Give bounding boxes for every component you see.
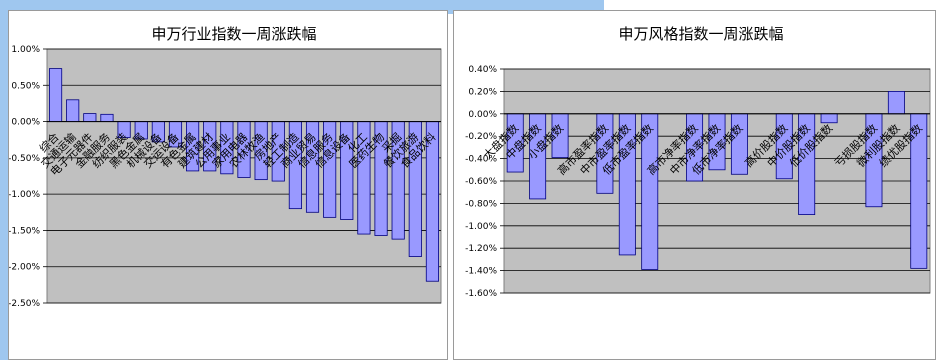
bar	[100, 113, 114, 122]
style-chart-panel[interactable]: 申万风格指数一周涨跌幅 0.40% 0.20% 0.00% -0.20% -0.40% -…	[453, 10, 936, 360]
y-tick-label: -0.60%	[465, 177, 497, 187]
y-tick-label: 0.50%	[11, 81, 40, 91]
y-tick-label: 1.00%	[11, 45, 40, 55]
y-tick-label: -0.40%	[465, 155, 497, 165]
y-tick-label: -0.80%	[465, 199, 497, 209]
y-tick-label: 0.00%	[11, 118, 40, 128]
y-tick-label: -1.50%	[9, 226, 40, 236]
bar	[83, 113, 97, 122]
y-tick-label: -0.50%	[9, 154, 40, 164]
y-tick-label: 0.20%	[468, 87, 497, 97]
y-tick-label: -1.00%	[9, 190, 40, 200]
y-tick-label: -1.20%	[465, 244, 497, 254]
y-tick-label: 0.40%	[468, 65, 497, 75]
industry-chart-panel[interactable]: 申万行业指数一周涨跌幅 1.00% 0.50% 0.00% -0.50% -1.00% -…	[8, 10, 448, 360]
industry-chart-title: 申万行业指数一周涨跌幅	[151, 25, 316, 43]
bar	[730, 113, 748, 175]
left-strip	[0, 0, 8, 360]
y-tick-label: -2.50%	[9, 299, 40, 309]
y-tick-label: -0.20%	[465, 132, 497, 142]
bar	[66, 99, 80, 122]
y-tick-label: 0.00%	[468, 110, 497, 120]
y-tick-label: -1.60%	[465, 289, 497, 299]
bar	[820, 113, 838, 124]
y-tick-label: -1.00%	[465, 222, 497, 232]
style-chart: 申万风格指数一周涨跌幅 0.40% 0.20% 0.00% -0.20% -0.40% -…	[465, 25, 931, 299]
bar	[887, 91, 905, 115]
bar	[48, 68, 63, 122]
industry-chart: 申万行业指数一周涨跌幅 1.00% 0.50% 0.00% -0.50% -1.00% -…	[9, 25, 442, 309]
style-chart-title: 申万风格指数一周涨跌幅	[618, 25, 783, 43]
y-tick-label: -2.00%	[9, 263, 40, 273]
y-tick-label: -1.40%	[465, 267, 497, 277]
